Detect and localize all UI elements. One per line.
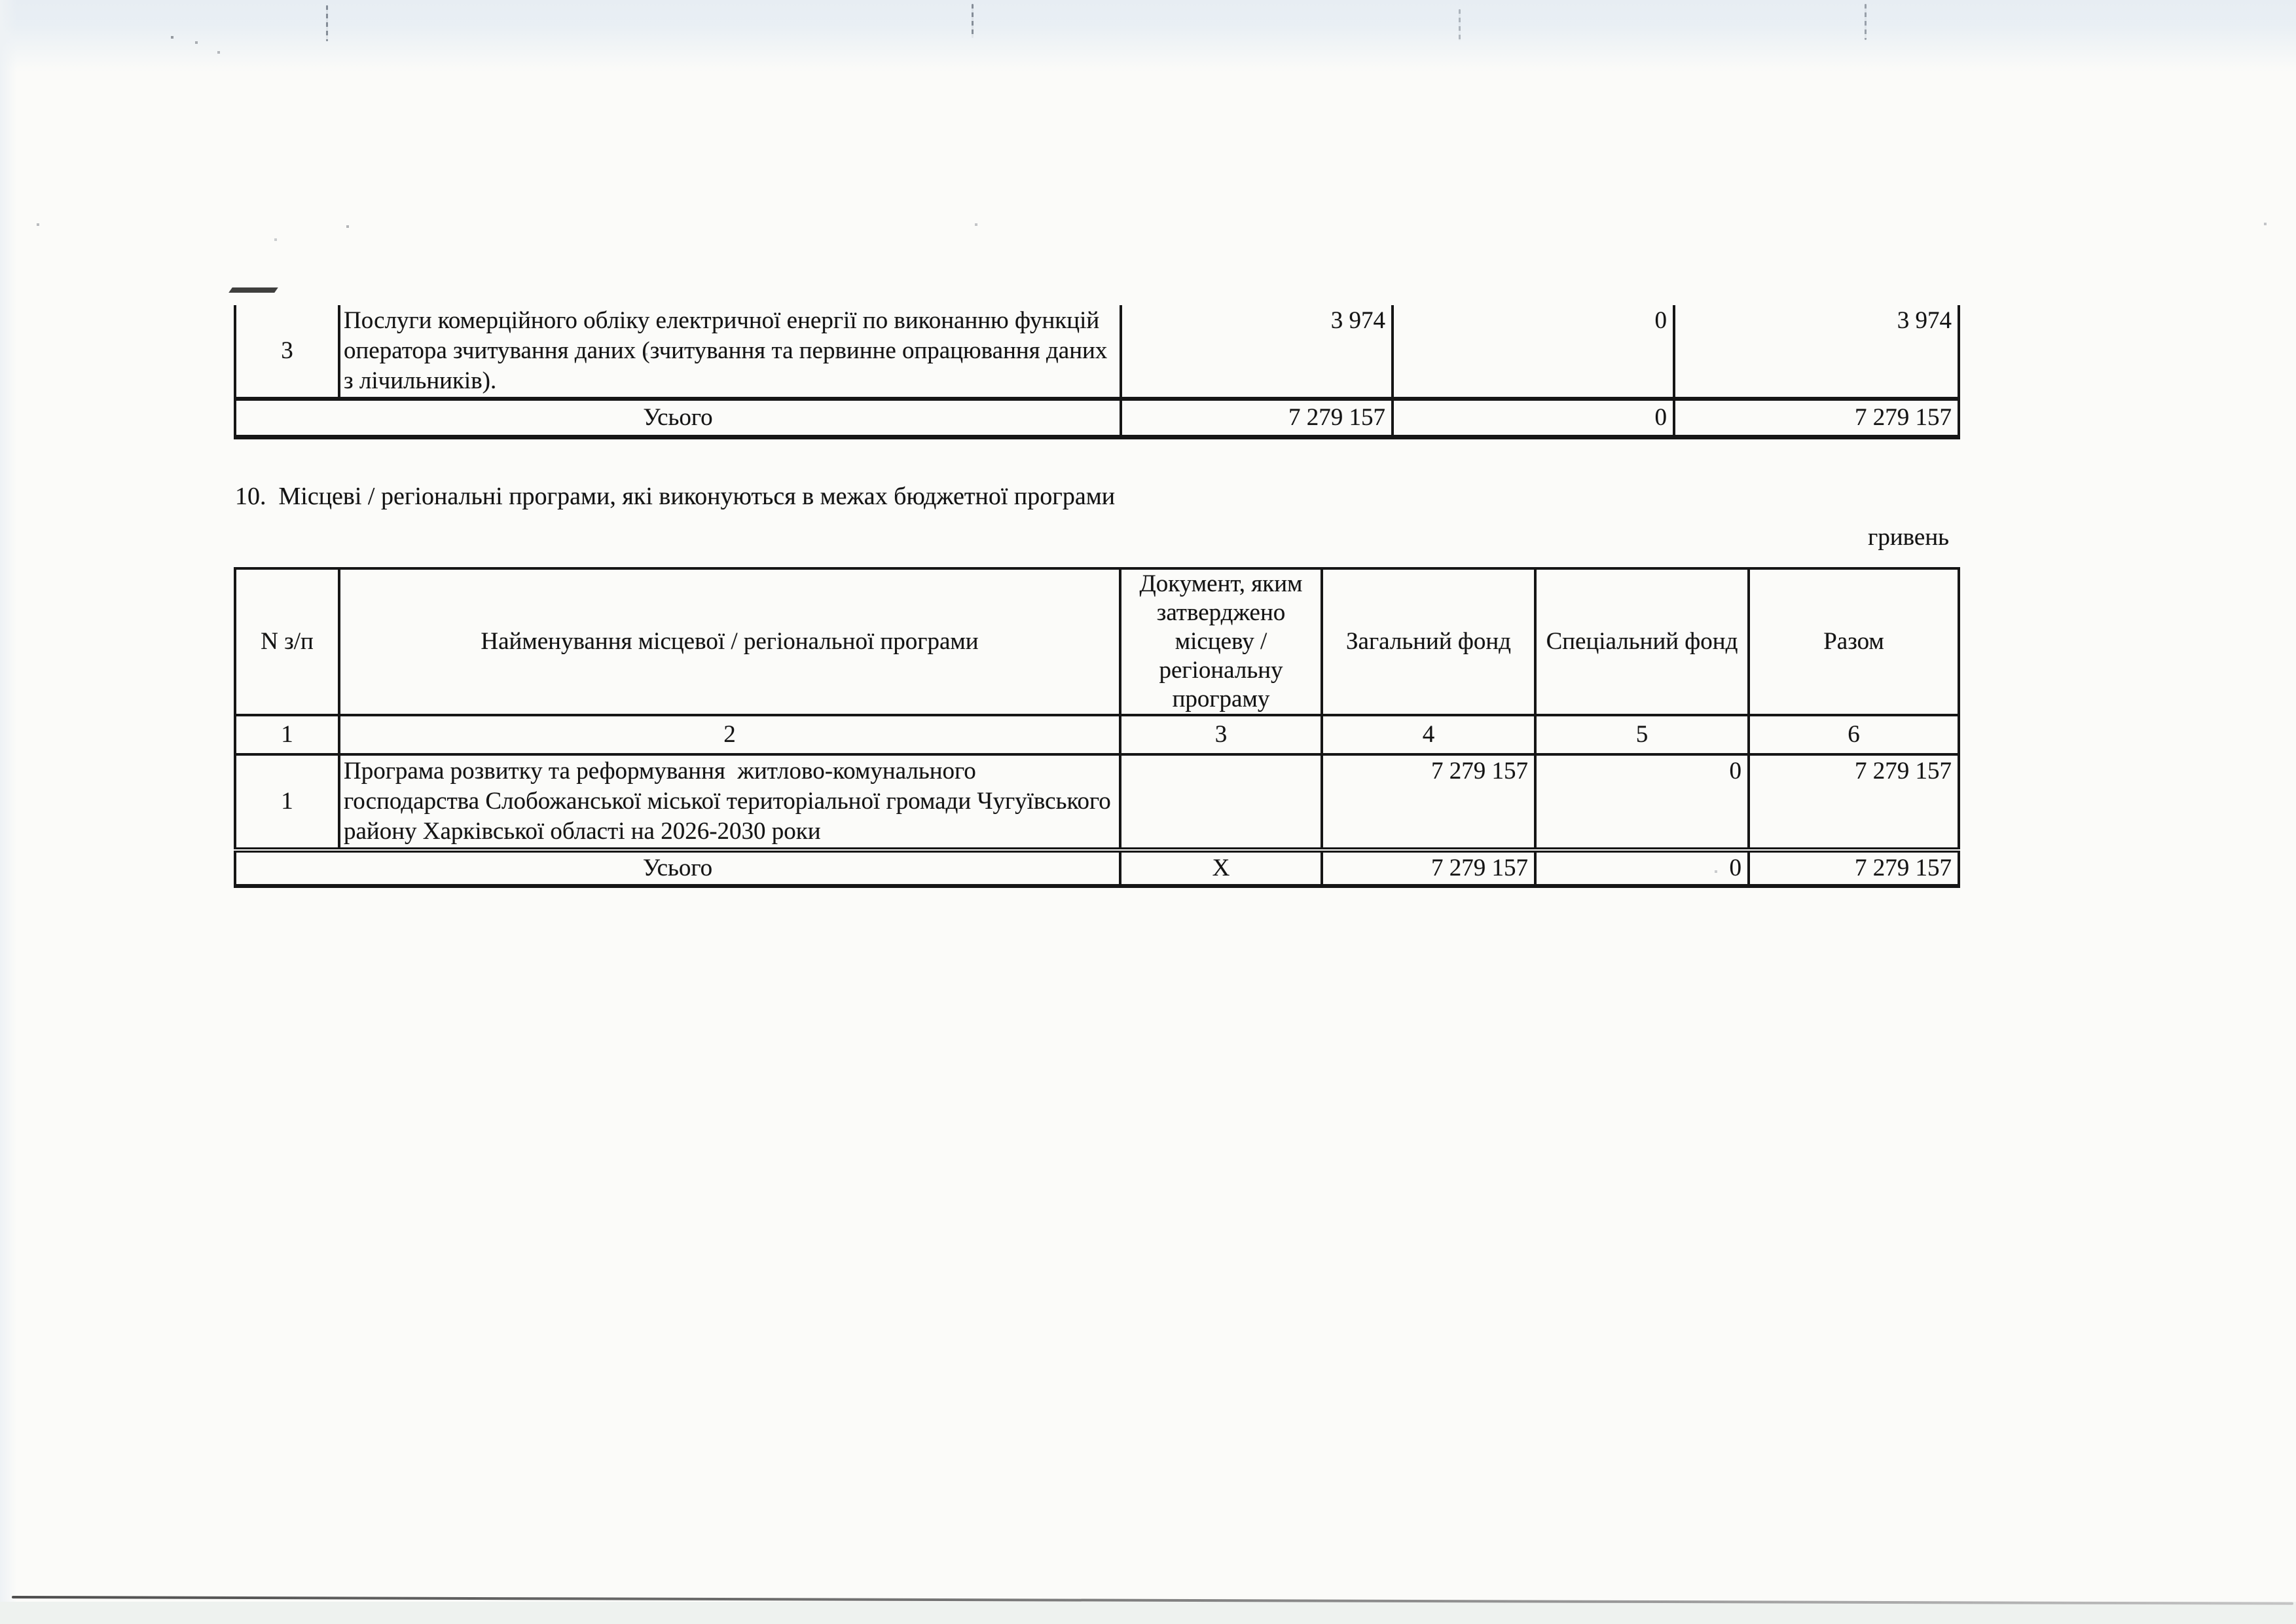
special-fund-value: 0 bbox=[1534, 753, 1750, 851]
total-row: Усього X 7 279 157 0 7 279 157 bbox=[234, 847, 1960, 888]
total-label-cell: Усього bbox=[234, 397, 1122, 439]
special-fund-total: 0 bbox=[1391, 397, 1675, 439]
general-fund-value: 7 279 157 bbox=[1321, 753, 1537, 851]
general-fund-total: 7 279 157 bbox=[1120, 397, 1394, 439]
expenditure-name-cell: Послуги комерційного обліку електричної … bbox=[338, 305, 1122, 400]
scanner-background bbox=[0, 1602, 2296, 1624]
scan-top-band bbox=[0, 0, 2296, 72]
column-number: 6 bbox=[1747, 714, 1960, 756]
special-fund-total: 0 bbox=[1534, 847, 1750, 888]
general-fund-value: 3 974 bbox=[1120, 305, 1394, 400]
column-number: 5 bbox=[1534, 714, 1750, 756]
scan-dash-artifact bbox=[1459, 9, 1461, 41]
header-special-fund: Спеціальний фонд bbox=[1534, 567, 1750, 716]
scan-dash-artifact bbox=[972, 4, 974, 38]
row-number-cell: 1 bbox=[234, 753, 340, 851]
table-row: 1 Програма розвитку та реформування житл… bbox=[234, 753, 1960, 851]
special-fund-value: 0 bbox=[1391, 305, 1675, 400]
currency-label: гривень bbox=[1868, 524, 1949, 551]
header-approval-document: Документ, яким затверджено місцеву / рег… bbox=[1119, 567, 1323, 716]
header-total: Разом bbox=[1747, 567, 1960, 716]
grand-total: 7 279 157 bbox=[1747, 847, 1960, 888]
grand-total: 7 279 157 bbox=[1673, 397, 1960, 439]
column-number: 3 bbox=[1119, 714, 1323, 756]
general-fund-total: 7 279 157 bbox=[1321, 847, 1537, 888]
column-number-row: 1 2 3 4 5 6 bbox=[234, 714, 1960, 756]
header-program-name: Найменування місцевої / регіональної про… bbox=[338, 567, 1121, 716]
row-number-cell: 3 bbox=[234, 305, 340, 400]
total-row: Усього 7 279 157 0 7 279 157 bbox=[234, 397, 1960, 439]
total-value: 3 974 bbox=[1673, 305, 1960, 400]
scan-dash-artifact bbox=[1865, 4, 1867, 40]
header-row: N з/п Найменування місцевої / регіональн… bbox=[234, 567, 1960, 716]
total-label-cell: Усього bbox=[234, 847, 1121, 888]
section-heading: 10. Місцеві / регіональні програми, які … bbox=[235, 483, 1116, 510]
scan-ink-mark bbox=[228, 287, 278, 293]
table-row: 3 Послуги комерційного обліку електрично… bbox=[234, 305, 1960, 400]
column-number: 1 bbox=[234, 714, 340, 756]
column-number: 4 bbox=[1321, 714, 1537, 756]
scan-dash-artifact bbox=[326, 5, 328, 41]
program-name-cell: Програма розвитку та реформування житлов… bbox=[338, 753, 1121, 851]
total-value: 7 279 157 bbox=[1747, 753, 1960, 851]
column-number: 2 bbox=[338, 714, 1121, 756]
header-general-fund: Загальний фонд bbox=[1321, 567, 1537, 716]
scan-speckle-noise bbox=[0, 0, 1, 1]
expenditures-table: 3 Послуги комерційного обліку електрично… bbox=[234, 305, 1960, 439]
document-x-cell: X bbox=[1119, 847, 1323, 888]
header-num: N з/п bbox=[234, 567, 340, 716]
approval-document-cell bbox=[1119, 753, 1323, 851]
scan-left-strip bbox=[0, 0, 17, 1624]
programs-table: N з/п Найменування місцевої / регіональн… bbox=[234, 567, 1960, 888]
